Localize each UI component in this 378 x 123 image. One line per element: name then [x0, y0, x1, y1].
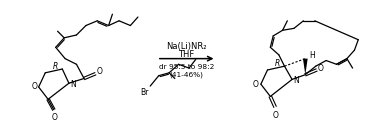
- Text: Br: Br: [140, 88, 148, 97]
- Text: O: O: [318, 64, 324, 73]
- Text: N: N: [70, 80, 76, 89]
- Text: Na(Li)NR₂: Na(Li)NR₂: [166, 42, 207, 51]
- Text: H: H: [309, 51, 315, 60]
- Polygon shape: [303, 59, 308, 75]
- Text: THF: THF: [178, 50, 195, 59]
- Text: R: R: [53, 62, 59, 71]
- Text: O: O: [52, 114, 58, 123]
- Text: O: O: [96, 67, 102, 76]
- Text: (41-46%): (41-46%): [170, 71, 204, 78]
- Text: O: O: [253, 80, 259, 89]
- Text: R: R: [274, 59, 280, 68]
- Text: N: N: [293, 76, 299, 85]
- Text: O: O: [273, 111, 279, 120]
- Text: O: O: [32, 83, 38, 92]
- Text: dr 95:5 to 98:2: dr 95:5 to 98:2: [159, 64, 214, 70]
